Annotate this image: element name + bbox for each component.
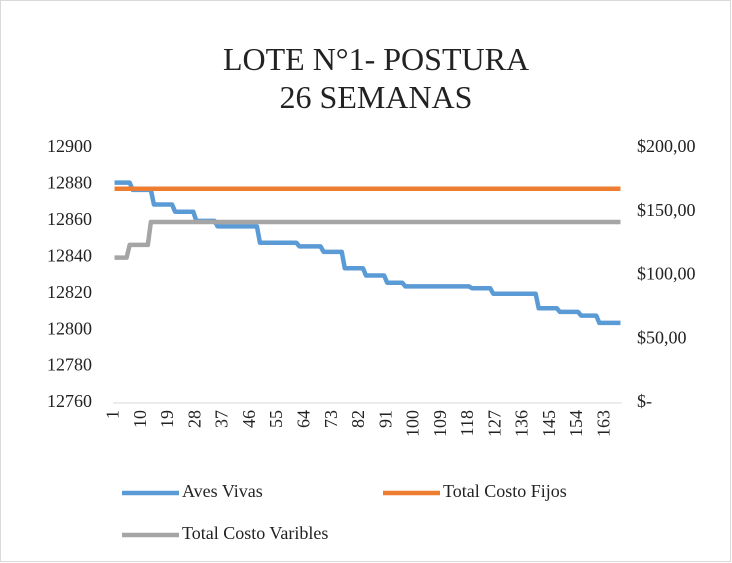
legend-label: Total Costo Varibles [182,523,328,543]
y2-tick-label: $200,00 [637,136,696,156]
x-tick-label: 91 [375,410,395,428]
x-tick-label: 73 [321,410,341,428]
y2-tick-label: $50,00 [637,327,687,347]
x-tick-label: 46 [239,410,259,428]
y-tick-label: 12760 [47,391,92,411]
series-line [114,180,621,326]
x-tick-label: 64 [294,410,314,428]
x-tick-label: 100 [403,410,423,437]
legend-label: Aves Vivas [182,481,263,501]
chart-title: LOTE N°1- POSTURA 26 SEMANAS [222,41,530,115]
x-tick-label: 19 [157,410,177,428]
y-tick-label: 12860 [47,209,92,229]
x-tick-label: 163 [593,410,613,437]
y-tick-label: 12840 [47,245,92,265]
y2-tick-label: $150,00 [637,200,696,220]
x-tick-label: 10 [130,410,150,428]
y2-tick-label: $- [637,391,652,411]
legend-label: Total Costo Fijos [443,481,567,501]
x-tick-label: 154 [566,410,586,437]
x-tick-label: 1 [103,410,123,419]
x-tick-label: 55 [266,410,286,428]
x-tick-label: 127 [484,410,504,437]
x-tick-label: 37 [212,410,232,428]
y-tick-label: 12800 [47,318,92,338]
x-tick-label: 118 [457,410,477,436]
x-tick-label: 109 [430,410,450,437]
y-tick-label: 12880 [47,173,92,193]
y-tick-label: 12900 [47,136,92,156]
x-tick-label: 28 [184,410,204,428]
y-tick-label: 12820 [47,282,92,302]
x-tick-label: 82 [348,410,368,428]
x-tick-label: 136 [512,410,532,437]
series-line [114,219,621,260]
y-tick-label: 12780 [47,355,92,375]
x-tick-label: 145 [539,410,559,437]
y2-tick-label: $100,00 [637,264,696,284]
